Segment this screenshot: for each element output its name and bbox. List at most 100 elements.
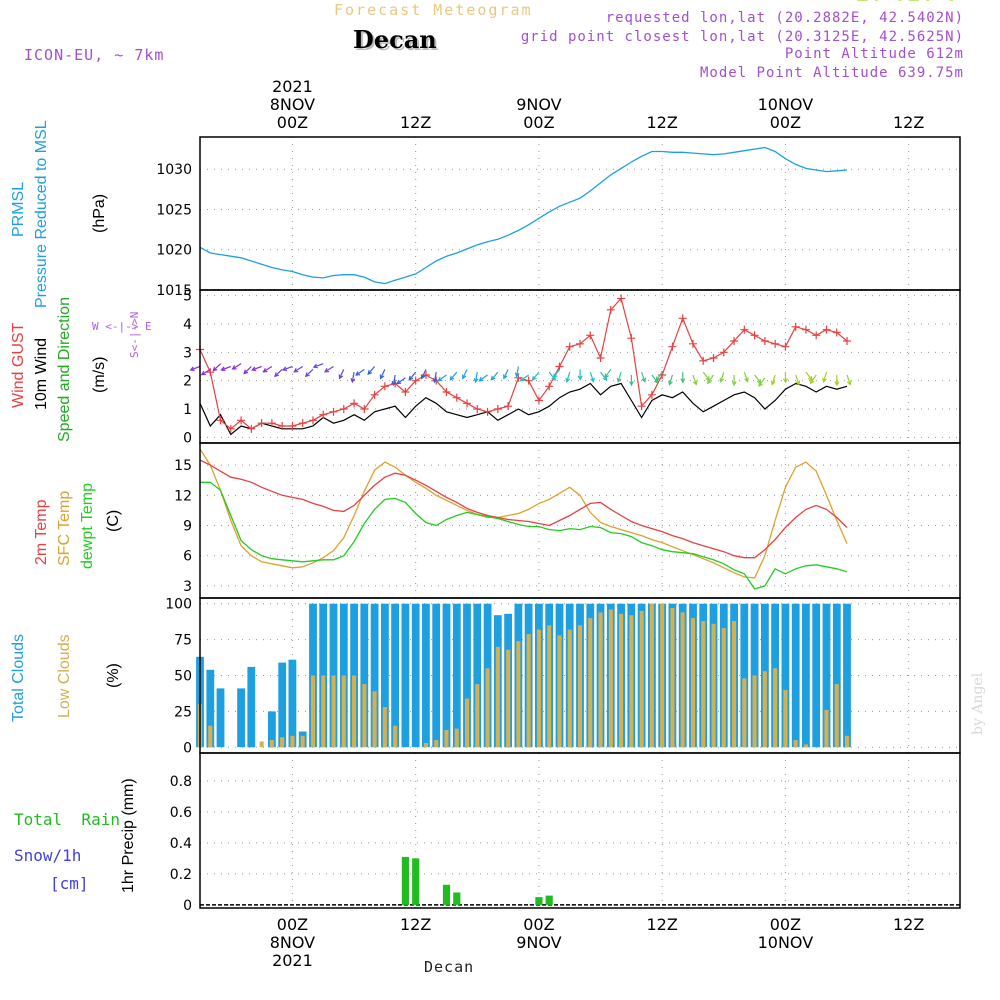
- gust-marker: [586, 331, 595, 340]
- low-cloud-bar: [341, 675, 346, 748]
- low-cloud-bar: [629, 615, 634, 748]
- low-cloud-bar: [516, 641, 521, 748]
- low-cloud-bar: [793, 740, 798, 748]
- y-tick-label: 0.4: [170, 836, 192, 852]
- wind-arrow-head: [449, 375, 455, 381]
- snow-unit: [cm]: [50, 874, 89, 893]
- low-cloud-bar: [711, 623, 716, 748]
- total-cloud-bar: [216, 688, 225, 748]
- y-tick-label: 6: [183, 549, 192, 565]
- gust-marker: [617, 294, 626, 303]
- rain-bar: [412, 858, 420, 905]
- total-cloud-bar: [288, 659, 297, 748]
- compass-w: W: [92, 320, 99, 333]
- wind-arrow: [805, 371, 813, 381]
- wind-arrow-head: [251, 366, 257, 372]
- y-tick-label: 25: [174, 704, 192, 720]
- wind-arrow-head: [795, 380, 801, 386]
- low-cloud-bar: [660, 603, 665, 748]
- gust-marker: [257, 419, 266, 428]
- wind-arrow: [449, 371, 458, 381]
- bottom-time-label: 00Z: [523, 915, 554, 934]
- low-cloud-bar: [454, 728, 459, 748]
- gust-marker: [740, 325, 749, 334]
- total-cloud-bar: [432, 603, 441, 748]
- wind-arrow-head: [473, 378, 479, 384]
- wind-panel: [190, 0, 953, 436]
- top-date-label: 8NOV: [270, 95, 315, 114]
- wind-arrow: [516, 366, 519, 377]
- wind-arrow: [396, 377, 406, 385]
- wind-arrow: [668, 374, 674, 385]
- low-cloud-bar: [824, 709, 829, 748]
- wind-arrow: [324, 365, 334, 373]
- top-time-label: 12Z: [400, 113, 431, 132]
- wind-arrow-head: [809, 379, 815, 385]
- total-cloud-bar: [832, 603, 841, 748]
- wind-arrow-head: [531, 375, 537, 381]
- wind-arrow: [553, 368, 560, 378]
- top-date-label: 10NOV: [758, 95, 814, 114]
- y-tick-label: 15: [174, 458, 192, 474]
- y-tick-label: 0.2: [170, 867, 192, 883]
- low-cloud-bar: [773, 668, 778, 748]
- top-time-label: 00Z: [770, 113, 801, 132]
- wind-arrow-head: [355, 371, 361, 376]
- dewpoint-line: [200, 481, 848, 590]
- wind-arrow-head: [822, 377, 827, 383]
- gust-marker: [606, 305, 615, 314]
- y-tick-label: 9: [183, 519, 192, 535]
- rain-bar: [401, 856, 409, 905]
- total-cloud-bar: [442, 603, 451, 748]
- wind-arrow: [263, 365, 273, 373]
- model-label: ICON-EU, ~ 7km: [24, 46, 165, 64]
- wind-arrow-head: [719, 377, 725, 383]
- low-cloud-bar: [310, 675, 315, 748]
- low-cloud-bar: [845, 735, 850, 748]
- wind-arrow: [433, 372, 437, 383]
- wind-arrow: [392, 374, 396, 385]
- total-cloud-bar: [381, 603, 389, 748]
- low-cloud-bar: [526, 633, 531, 748]
- y-tick-label: 1: [183, 402, 192, 418]
- wind-arrow-head: [834, 381, 840, 387]
- gust-marker: [688, 339, 697, 348]
- gust-marker: [709, 354, 718, 362]
- wind-arrow: [566, 371, 571, 382]
- wind-arrow-head: [503, 374, 508, 380]
- total-cloud-bar: [370, 603, 379, 748]
- bottom-year-label: 2021: [272, 951, 313, 970]
- wind-arrow: [421, 369, 427, 379]
- gust-marker: [843, 337, 852, 345]
- low-cloud-bar: [557, 635, 562, 748]
- wind-arrow: [243, 366, 252, 374]
- wind-arrow: [520, 374, 529, 382]
- wind-arrow: [190, 365, 201, 371]
- low-cloud-bar: [495, 646, 500, 748]
- total-cloud-bar: [452, 603, 461, 748]
- low-cloud-bar: [680, 612, 685, 748]
- wind-arrow-head: [212, 366, 218, 372]
- top-time-label: 12Z: [646, 113, 677, 132]
- gust-marker: [627, 334, 636, 343]
- wind-arrow: [479, 374, 488, 382]
- wind-arrow: [692, 374, 697, 385]
- clouds-panel: [196, 603, 851, 748]
- low-cloud-bar: [834, 684, 839, 748]
- wind-arrow: [313, 363, 324, 368]
- gust-marker: [278, 422, 287, 430]
- total-cloud-bar: [822, 603, 831, 748]
- wind-arrow-head: [577, 375, 583, 381]
- low-cloud-bar: [588, 618, 593, 748]
- total-cloud-bar: [812, 603, 821, 748]
- snow-label: Snow/1h: [14, 846, 82, 865]
- y-tick-label: 3: [183, 579, 192, 595]
- gust-marker: [771, 339, 780, 348]
- wind-arrow-head: [461, 374, 467, 380]
- total-cloud-bar: [391, 603, 399, 748]
- low-cloud-bar: [732, 621, 737, 748]
- gust-marker: [719, 348, 728, 357]
- gust-marker: [463, 399, 472, 408]
- low-cloud-bar: [506, 649, 511, 748]
- y-tick-label: 0: [183, 740, 192, 756]
